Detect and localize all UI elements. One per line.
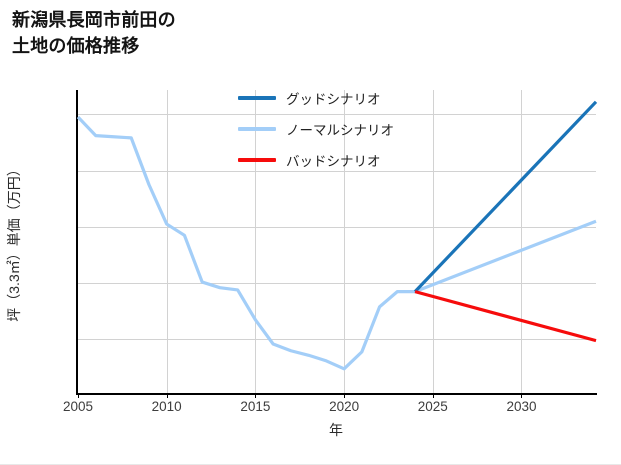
series-line [76,115,597,371]
x-tick-label: 2005 [62,399,94,414]
x-tick-label: 2025 [417,399,448,414]
gridline-horizontal [78,283,596,285]
gridline-vertical [255,90,257,393]
x-tick-label: 2015 [240,399,271,414]
legend-item: グッドシナリオ [238,89,394,107]
y-axis-line [76,90,78,395]
gridline-vertical [344,90,346,393]
x-tick-mark [255,393,257,398]
x-tick-mark [78,393,79,398]
x-tick-mark [344,393,346,398]
legend-item: バッドシナリオ [238,151,394,169]
x-tick-mark [166,393,168,398]
page-title: 新潟県長岡市前田の 土地の価格推移 [12,10,176,56]
legend-label: バッドシナリオ [286,154,381,169]
x-tick-mark [432,393,434,398]
chart-legend: グッドシナリオ ノーマルシナリオ バッドシナリオ [238,89,394,169]
legend-color-swatch [238,158,276,162]
legend-label: ノーマルシナリオ [286,123,394,138]
legend-color-swatch [238,127,276,131]
gridline-horizontal [78,170,596,172]
gridline-vertical [432,90,434,393]
gridline-horizontal [78,339,596,341]
gridline-horizontal [78,114,596,116]
x-tick-label: 2010 [151,399,182,414]
x-tick-label: 2020 [329,399,360,414]
gridline-vertical [521,90,523,393]
x-tick-mark [521,393,523,398]
y-axis-title: 坪（3.3㎡）単価（万円） [6,162,22,322]
x-axis-title: 年 [329,422,343,438]
gridline-vertical [166,90,168,393]
x-axis-line [76,393,597,395]
gridline-horizontal [78,226,596,228]
legend-color-swatch [238,96,276,100]
series-lines [76,100,598,371]
x-tick-label: 2030 [506,399,537,414]
legend-label: グッドシナリオ [286,92,381,107]
series-line [414,290,597,343]
legend-item: ノーマルシナリオ [238,120,394,138]
series-line [413,100,598,293]
